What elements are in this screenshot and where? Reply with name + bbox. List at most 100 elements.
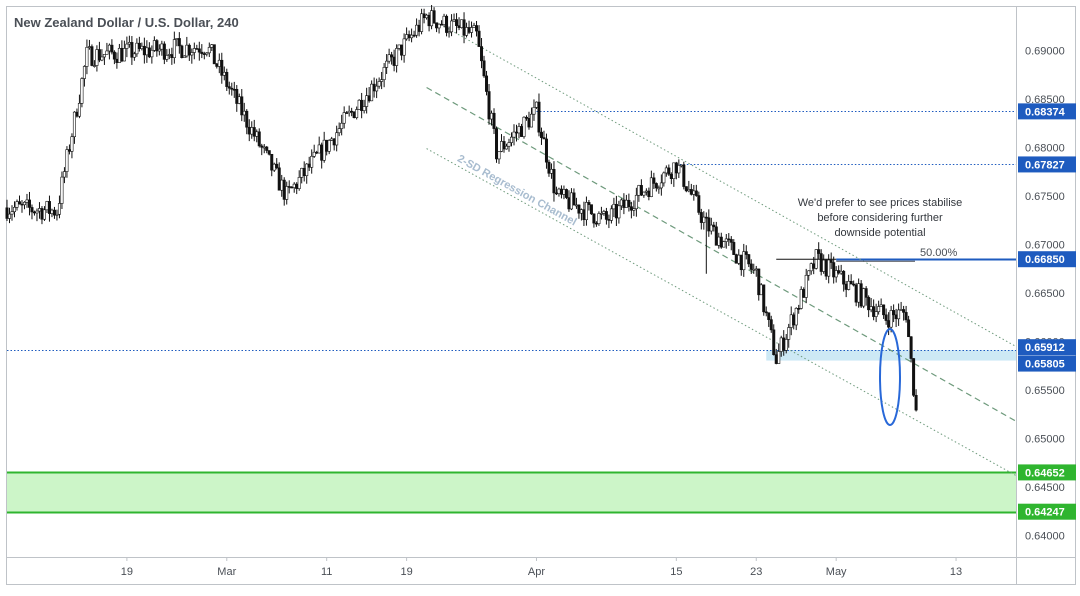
candle-body bbox=[707, 217, 711, 232]
candle-body bbox=[175, 38, 179, 40]
candle bbox=[609, 205, 613, 224]
candle-body bbox=[10, 211, 14, 215]
candle-body bbox=[97, 49, 101, 61]
candle bbox=[759, 283, 763, 296]
candle-body bbox=[355, 109, 359, 118]
zones-layer bbox=[7, 350, 1016, 512]
candle bbox=[532, 99, 536, 121]
price-label-badge bbox=[1018, 156, 1076, 173]
candle bbox=[132, 51, 136, 61]
candle-body bbox=[692, 190, 696, 195]
candle bbox=[432, 7, 436, 24]
candle-body bbox=[230, 87, 234, 90]
candle bbox=[475, 21, 479, 37]
candle-body bbox=[762, 284, 766, 313]
candle-body bbox=[250, 127, 254, 135]
candle-body bbox=[769, 319, 773, 331]
candle-body bbox=[50, 209, 54, 214]
candle bbox=[729, 236, 733, 251]
candle-body bbox=[200, 51, 204, 54]
candle-body bbox=[847, 280, 851, 290]
candle-body bbox=[574, 204, 578, 207]
candle-body bbox=[145, 47, 149, 56]
candle-body bbox=[430, 10, 434, 27]
candle-body bbox=[170, 54, 174, 58]
candle-body bbox=[659, 182, 663, 189]
candle bbox=[357, 99, 361, 110]
candle-body bbox=[347, 110, 351, 114]
price-label: 0.64652 bbox=[1018, 464, 1076, 481]
candle-body bbox=[432, 10, 436, 24]
candle bbox=[92, 60, 96, 68]
candle-body bbox=[507, 142, 511, 147]
candle-body bbox=[15, 201, 19, 208]
candle bbox=[867, 295, 871, 318]
candle-body bbox=[222, 71, 226, 76]
candle bbox=[390, 51, 394, 65]
candle bbox=[455, 13, 459, 34]
candle-body bbox=[157, 48, 161, 52]
candle-body bbox=[275, 163, 279, 169]
candle-body bbox=[407, 34, 411, 39]
candle bbox=[165, 49, 169, 62]
candle-body bbox=[667, 167, 671, 175]
candle-body bbox=[232, 88, 236, 91]
candle-body bbox=[897, 309, 901, 320]
candle bbox=[90, 44, 94, 67]
candle-body bbox=[7, 213, 11, 219]
candle bbox=[659, 174, 663, 196]
candle-body bbox=[642, 191, 646, 196]
candle-body bbox=[712, 224, 716, 228]
candle-body bbox=[122, 48, 126, 62]
candle-body bbox=[327, 140, 331, 152]
candle bbox=[177, 32, 181, 54]
candle-body bbox=[682, 164, 686, 187]
candle-body bbox=[622, 199, 626, 208]
candle-body bbox=[350, 110, 354, 113]
candle-body bbox=[662, 172, 666, 184]
x-tick-label: Apr bbox=[528, 566, 545, 578]
candle-body bbox=[245, 110, 249, 128]
price-label: 0.66850 bbox=[1018, 251, 1076, 268]
candle bbox=[445, 14, 449, 37]
candle-body bbox=[75, 111, 79, 117]
candle bbox=[762, 284, 766, 316]
candle bbox=[305, 163, 309, 184]
candle-body bbox=[684, 186, 688, 192]
candle bbox=[22, 201, 26, 210]
candle-body bbox=[37, 208, 41, 212]
candle-body bbox=[894, 314, 898, 320]
candle-body bbox=[440, 23, 444, 26]
candle-body bbox=[282, 179, 286, 200]
candle bbox=[784, 334, 788, 354]
x-tick-label: 19 bbox=[400, 566, 412, 578]
candle bbox=[544, 133, 548, 169]
candle-body bbox=[822, 259, 826, 272]
price-label-text: 0.65912 bbox=[1025, 342, 1065, 354]
candle bbox=[387, 48, 391, 64]
candle-body bbox=[177, 38, 181, 47]
candle bbox=[62, 167, 66, 184]
x-tick-label: 11 bbox=[321, 566, 332, 578]
chart-title: New Zealand Dollar / U.S. Dollar, 240 bbox=[14, 15, 239, 30]
candle bbox=[460, 19, 464, 29]
price-label-badge bbox=[1018, 355, 1076, 372]
candle bbox=[724, 233, 728, 249]
candle bbox=[657, 185, 661, 194]
candle-body bbox=[572, 192, 576, 206]
candle-body bbox=[485, 75, 489, 92]
candle-body bbox=[422, 13, 426, 19]
price-label-badge bbox=[1018, 251, 1076, 268]
candle bbox=[592, 213, 596, 228]
candle bbox=[907, 315, 911, 338]
y-tick-label: 0.65500 bbox=[1025, 385, 1065, 397]
y-tick-label: 0.68000 bbox=[1025, 143, 1065, 155]
candle bbox=[884, 308, 888, 325]
candle-body bbox=[77, 103, 81, 117]
candle-body bbox=[127, 42, 131, 45]
candle-body bbox=[80, 78, 84, 104]
candle bbox=[842, 270, 846, 292]
candle-body bbox=[392, 56, 396, 66]
candle-body bbox=[415, 24, 419, 36]
highlight-ellipse bbox=[879, 328, 901, 426]
